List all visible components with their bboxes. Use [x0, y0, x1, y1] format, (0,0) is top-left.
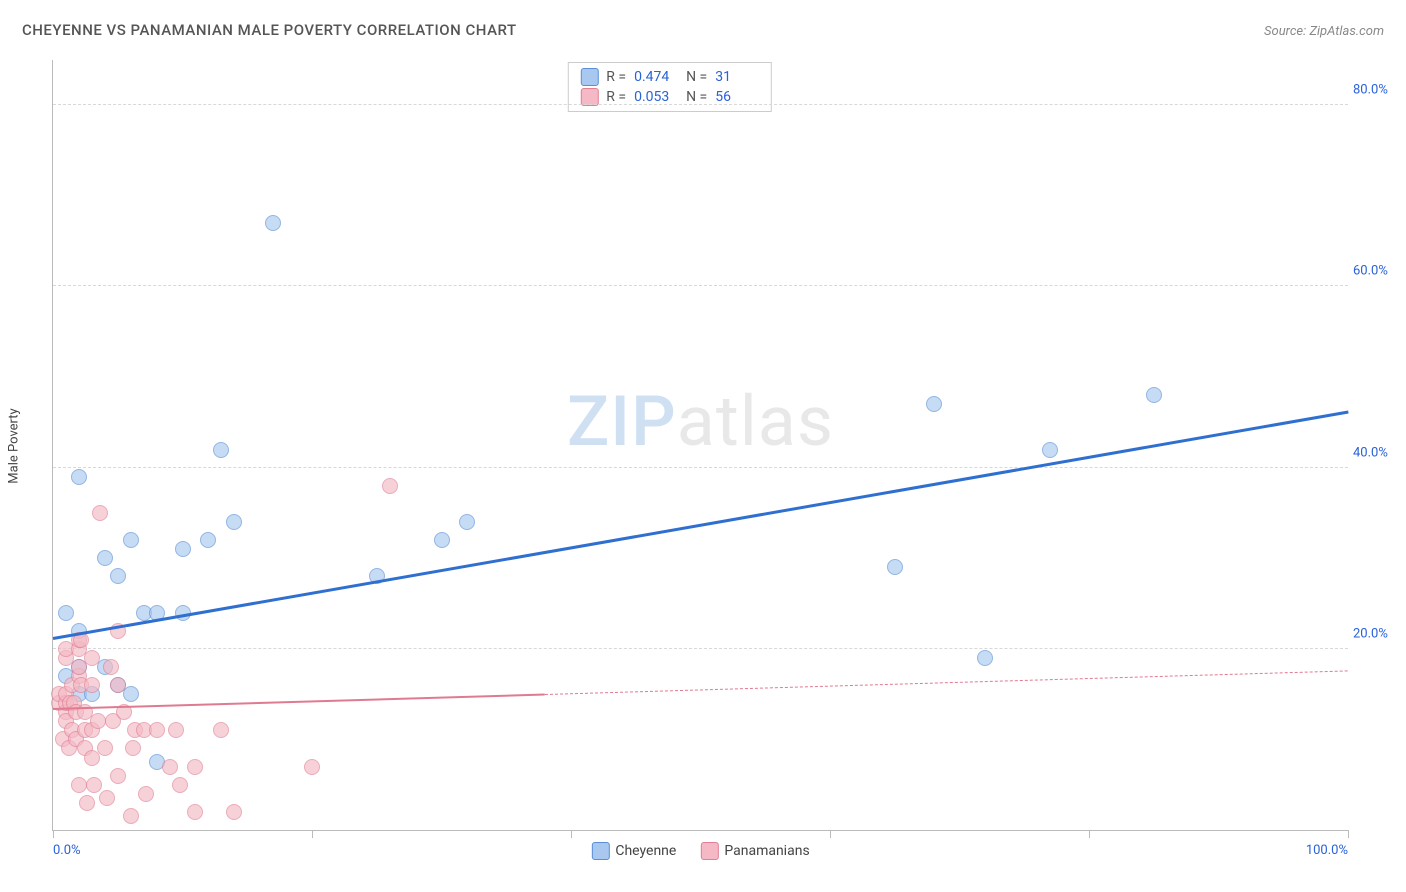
n-value-cheyenne: 31 [715, 69, 759, 85]
data-point [168, 722, 184, 738]
data-point [123, 686, 139, 702]
legend-label-cheyenne: Cheyenne [615, 843, 676, 859]
swatch-cheyenne [580, 68, 598, 86]
y-tick-label: 60.0% [1353, 264, 1403, 279]
source-name: ZipAtlas.com [1309, 24, 1384, 39]
data-point [434, 532, 450, 548]
data-point [97, 740, 113, 756]
r-value-cheyenne: 0.474 [634, 69, 678, 85]
data-point [97, 550, 113, 566]
data-point [84, 677, 100, 693]
swatch-panamanians [700, 842, 718, 860]
data-point [213, 722, 229, 738]
data-point [304, 759, 320, 775]
data-point [1146, 387, 1162, 403]
watermark: ZIPatlas [567, 381, 834, 463]
x-tick-label: 0.0% [53, 843, 81, 858]
data-point [103, 659, 119, 675]
y-tick-label: 20.0% [1353, 626, 1403, 641]
data-point [110, 768, 126, 784]
x-tick [1348, 830, 1349, 838]
x-tick [571, 830, 572, 838]
data-point [382, 478, 398, 494]
data-point [71, 469, 87, 485]
data-point [187, 759, 203, 775]
data-point [110, 677, 126, 693]
n-label: N = [686, 69, 707, 85]
data-point [265, 215, 281, 231]
data-point [172, 777, 188, 793]
y-tick-label: 40.0% [1353, 445, 1403, 460]
data-point [226, 514, 242, 530]
data-point [149, 722, 165, 738]
legend-row-cheyenne: R = 0.474 N = 31 [580, 67, 759, 87]
data-point [123, 532, 139, 548]
x-tick [1089, 830, 1090, 838]
chart-title: CHEYENNE VS PANAMANIAN MALE POVERTY CORR… [22, 21, 517, 39]
data-point [84, 650, 100, 666]
source-prefix: Source: [1264, 24, 1309, 39]
series-legend: Cheyenne Panamanians [591, 842, 809, 860]
legend-item-cheyenne: Cheyenne [591, 842, 676, 860]
gridline [53, 104, 1348, 105]
plot-area: ZIPatlas R = 0.474 N = 31 R = 0.053 N = … [52, 60, 1348, 831]
watermark-part2: atlas [677, 381, 834, 463]
swatch-panamanians [580, 88, 598, 106]
swatch-cheyenne [591, 842, 609, 860]
y-axis-label: Male Poverty [7, 408, 22, 483]
source-attribution: Source: ZipAtlas.com [1264, 20, 1384, 39]
x-tick [830, 830, 831, 838]
trendline [53, 410, 1349, 639]
data-point [138, 786, 154, 802]
data-point [99, 790, 115, 806]
data-point [213, 442, 229, 458]
data-point [79, 795, 95, 811]
data-point [926, 396, 942, 412]
gridline [53, 467, 1348, 468]
trendline [545, 670, 1348, 695]
data-point [1042, 442, 1058, 458]
r-label: R = [606, 89, 626, 105]
data-point [71, 777, 87, 793]
data-point [92, 505, 108, 521]
y-tick-label: 80.0% [1353, 83, 1403, 98]
data-point [459, 514, 475, 530]
r-label: R = [606, 69, 626, 85]
data-point [187, 804, 203, 820]
data-point [110, 568, 126, 584]
data-point [125, 740, 141, 756]
x-tick-label: 100.0% [1306, 843, 1348, 858]
data-point [162, 759, 178, 775]
r-value-panamanians: 0.053 [634, 89, 678, 105]
n-value-panamanians: 56 [715, 89, 759, 105]
legend-item-panamanians: Panamanians [700, 842, 809, 860]
watermark-part1: ZIP [567, 381, 677, 463]
x-tick [312, 830, 313, 838]
data-point [175, 541, 191, 557]
x-tick [53, 830, 54, 838]
data-point [200, 532, 216, 548]
data-point [226, 804, 242, 820]
data-point [123, 808, 139, 824]
data-point [887, 559, 903, 575]
data-point [86, 777, 102, 793]
gridline [53, 648, 1348, 649]
legend-label-panamanians: Panamanians [724, 843, 809, 859]
data-point [58, 605, 74, 621]
n-label: N = [686, 89, 707, 105]
gridline [53, 285, 1348, 286]
data-point [977, 650, 993, 666]
